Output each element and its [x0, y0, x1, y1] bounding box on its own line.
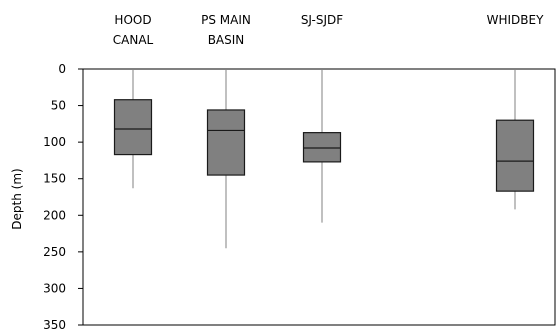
iqr-box [302, 132, 342, 163]
y-tick-label: 250 [43, 245, 66, 259]
iqr-box [495, 119, 535, 192]
y-tick-label: 50 [51, 99, 66, 113]
y-tick-label: 150 [43, 172, 66, 186]
y-axis: 0 50 100 150 200 250 300 350 [43, 62, 83, 332]
box-group [206, 69, 246, 249]
y-tick-label: 100 [43, 135, 66, 149]
y-axis-title: Depth (m) [10, 168, 24, 229]
category-label: CANAL [113, 33, 154, 47]
y-tick-label: 200 [43, 208, 66, 222]
plot-frame [82, 68, 556, 326]
y-tick-label: 0 [58, 62, 66, 76]
iqr-box [113, 99, 153, 156]
box-series [113, 69, 535, 249]
category-label: HOOD [114, 13, 151, 27]
box-group [113, 69, 153, 189]
category-label: PS MAIN [201, 13, 251, 27]
category-label: BASIN [208, 33, 245, 47]
iqr-box [206, 109, 246, 176]
y-tick-label: 350 [43, 318, 66, 332]
category-labels: HOOD CANAL PS MAIN BASIN SJ-SJDF WHIDBEY [113, 13, 544, 47]
box-group [302, 69, 342, 223]
plot-area-border [82, 68, 556, 326]
box-group [495, 69, 535, 210]
y-tick-label: 300 [43, 281, 66, 295]
category-label: WHIDBEY [487, 13, 544, 27]
category-label: SJ-SJDF [301, 13, 343, 27]
